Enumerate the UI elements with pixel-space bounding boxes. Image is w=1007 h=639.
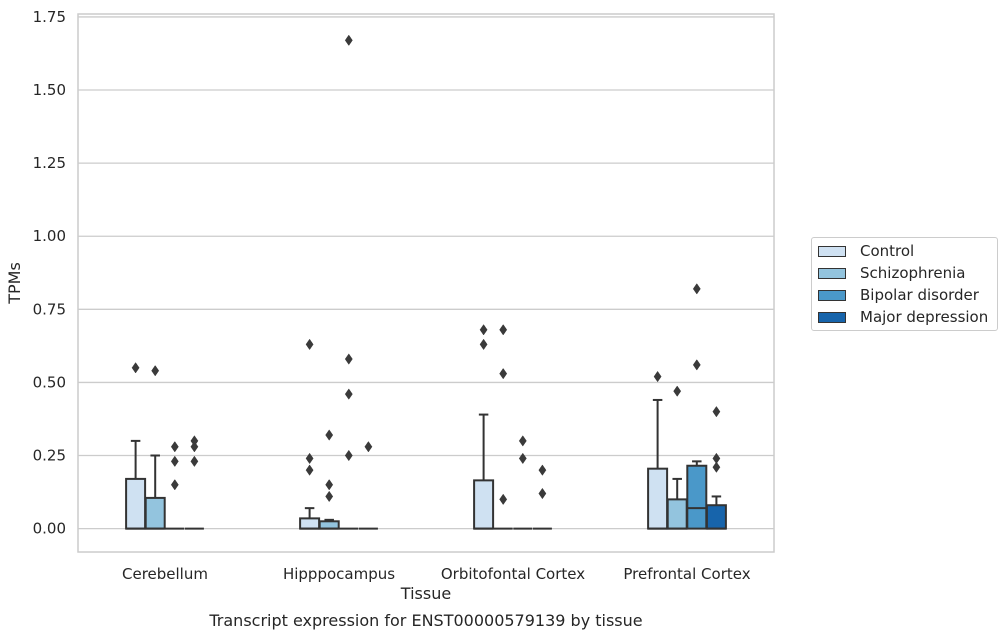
- outlier-point: [344, 34, 353, 46]
- box-group: [473, 413, 495, 530]
- outlier-point: [518, 452, 527, 465]
- legend-label-depression: Major depression: [860, 308, 989, 326]
- y-tick-label: 0.00: [33, 520, 66, 538]
- outlier-point: [344, 449, 353, 462]
- outlier-point: [305, 338, 314, 351]
- box-group: [686, 460, 708, 530]
- outlier-point: [692, 359, 701, 371]
- chart-caption: Transcript expression for ENST0000057913…: [208, 611, 642, 630]
- plot-area-background: [78, 14, 774, 552]
- outlier-point: [190, 441, 199, 453]
- legend-label-control: Control: [860, 242, 915, 260]
- outlier-point: [325, 479, 334, 491]
- outlier-point: [364, 441, 373, 453]
- outlier-point: [325, 490, 334, 503]
- x-tick-label: Cerebellum: [122, 565, 208, 583]
- box: [686, 464, 708, 530]
- outlier-point: [712, 406, 721, 418]
- box: [705, 504, 727, 530]
- y-axis-label: TPMs: [5, 262, 24, 305]
- outlier-point: [305, 464, 314, 476]
- boxes: [125, 398, 727, 530]
- outlier-point: [673, 385, 682, 397]
- legend-swatch-depression: [818, 311, 846, 323]
- outlier-point: [344, 353, 353, 365]
- box: [647, 467, 669, 530]
- legend-label-bipolar: Bipolar disorder: [860, 286, 979, 304]
- box: [299, 517, 321, 530]
- legend-item-bipolar: Bipolar disorder: [818, 285, 979, 305]
- plot-frame: [77, 13, 775, 553]
- outlier-point: [499, 493, 508, 506]
- outlier-point: [538, 464, 547, 476]
- outlier-point: [692, 283, 701, 295]
- outlier-point: [712, 461, 721, 473]
- legend-item-schizophrenia: Schizophrenia: [818, 263, 965, 283]
- outlier-point: [131, 362, 140, 374]
- legend-item-depression: Major depression: [818, 307, 988, 327]
- outliers: [131, 34, 721, 506]
- y-tick-label: 1.00: [33, 227, 66, 245]
- outlier-point: [170, 455, 179, 467]
- legend-swatch-schizophrenia: [818, 267, 846, 279]
- outlier-point: [151, 365, 160, 377]
- box-group: [144, 454, 166, 530]
- outlier-point: [653, 370, 662, 383]
- outlier-point: [479, 338, 488, 351]
- outlier-point: [499, 368, 508, 380]
- box-group: [705, 495, 727, 530]
- legend: Control Schizophrenia Bipolar disorder M…: [811, 237, 998, 331]
- legend-label-schizophrenia: Schizophrenia: [860, 264, 966, 282]
- outlier-point: [190, 455, 199, 467]
- box: [125, 477, 147, 530]
- y-tick-label: 1.75: [33, 8, 66, 26]
- box: [144, 496, 166, 530]
- outlier-point: [499, 324, 508, 336]
- y-tick-labels: 0.00 0.25 0.50 0.75 1.00 1.25 1.50 1.75: [33, 8, 66, 538]
- y-tick-label: 0.50: [33, 373, 66, 391]
- outlier-point: [325, 429, 334, 441]
- outlier-point: [538, 487, 547, 500]
- box: [318, 520, 340, 530]
- outlier-point: [170, 441, 179, 453]
- legend-swatch-bipolar: [818, 289, 846, 301]
- outlier-point: [305, 452, 314, 465]
- y-tick-label: 0.75: [33, 300, 66, 318]
- outlier-point: [170, 479, 179, 491]
- y-tick-label: 1.25: [33, 154, 66, 172]
- y-tick-label: 0.25: [33, 447, 66, 465]
- outlier-point: [479, 324, 488, 336]
- x-tick-label: Orbitofontal Cortex: [441, 565, 585, 583]
- box-group: [318, 518, 340, 530]
- legend-item-control: Control: [818, 241, 914, 261]
- x-tick-labels: Cerebellum Hipppocampus Orbitofontal Corte…: [122, 565, 751, 583]
- box-group: [666, 477, 688, 530]
- box: [473, 479, 495, 530]
- x-tick-label: Hipppocampus: [283, 565, 395, 583]
- x-axis-label: Tissue: [400, 584, 451, 603]
- outlier-point: [518, 435, 527, 447]
- x-tick-label: Prefrontal Cortex: [623, 565, 750, 583]
- y-tick-label: 1.50: [33, 81, 66, 99]
- outlier-point: [344, 388, 353, 400]
- box-group: [125, 439, 147, 530]
- legend-swatch-control: [818, 245, 846, 257]
- box: [666, 498, 688, 530]
